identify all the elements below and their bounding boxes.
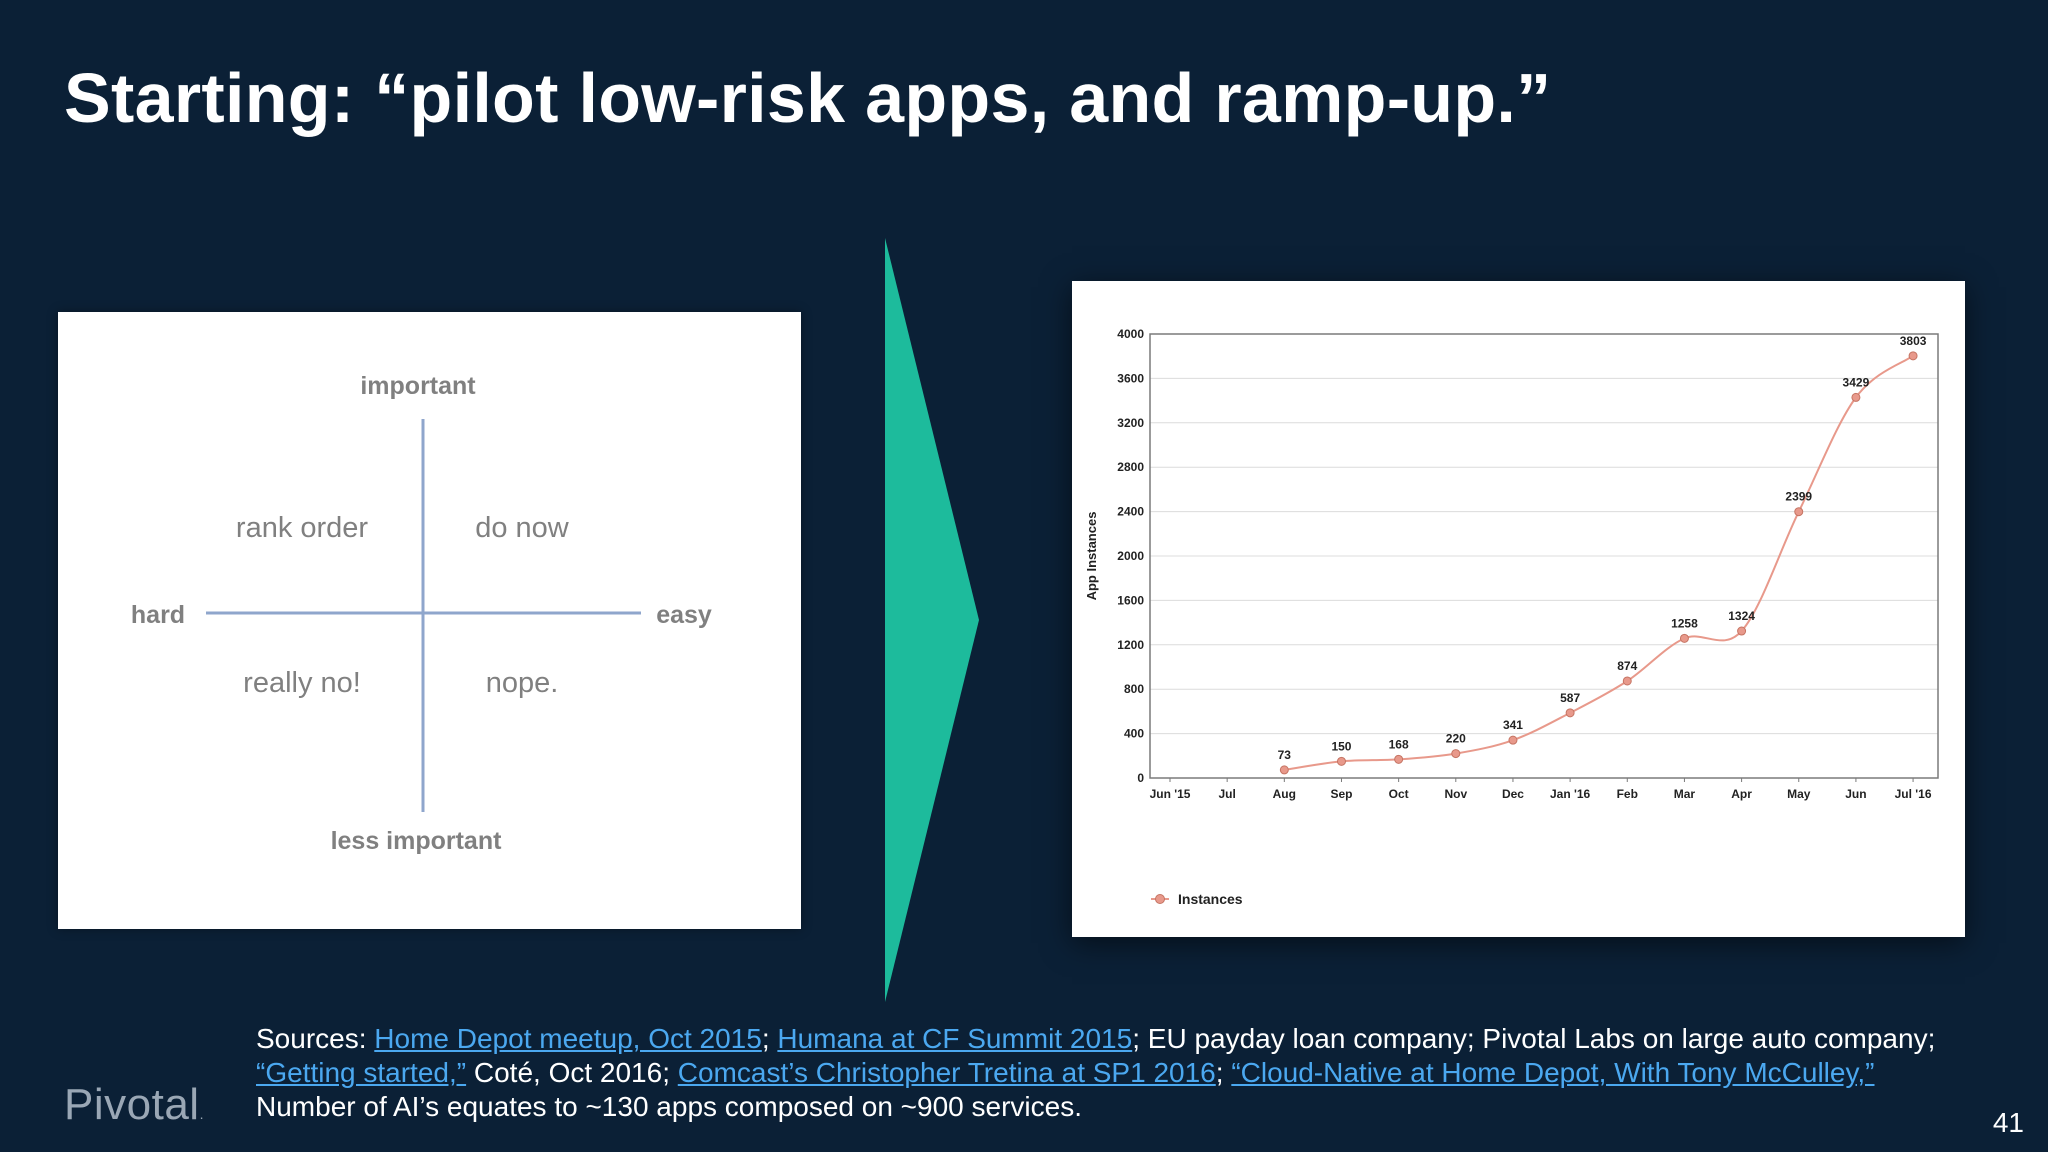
y-tick-label: 3600 bbox=[1117, 371, 1144, 385]
source-link-getting-started[interactable]: “Getting started,” bbox=[256, 1057, 467, 1088]
data-label: 73 bbox=[1278, 748, 1292, 762]
sources-note: Number of AI’s equates to ~130 apps comp… bbox=[256, 1091, 1082, 1122]
y-axis-label: App Instances bbox=[1084, 512, 1099, 601]
pivotal-logo: Pivotal. bbox=[64, 1080, 204, 1129]
source-link-comcast[interactable]: Comcast’s Christopher Tretina at SP1 201… bbox=[677, 1057, 1216, 1088]
matrix-quadrant-bottom-left: really no! bbox=[243, 667, 361, 699]
app-instances-chart: 0 400 800 1200 1600 2000 2400 2800 3200 3600 4000 … bbox=[1072, 281, 1965, 937]
x-tick-label: Apr bbox=[1731, 787, 1752, 801]
arrow-shape bbox=[885, 238, 979, 1002]
source-link-cloud-native-home-depot[interactable]: “Cloud-Native at Home Depot, With Tony M… bbox=[1231, 1057, 1875, 1088]
x-tick-label: Jun bbox=[1845, 787, 1866, 801]
data-point bbox=[1565, 708, 1575, 718]
sources-separator: ; bbox=[761, 1023, 778, 1054]
data-label: 150 bbox=[1331, 739, 1351, 753]
x-tick-label: Oct bbox=[1389, 787, 1409, 801]
x-tick-label: Jul '16 bbox=[1895, 787, 1932, 801]
x-tick-label: Aug bbox=[1273, 787, 1296, 801]
chart-legend: Instances bbox=[1151, 891, 1243, 907]
source-link-home-depot-meetup[interactable]: Home Depot meetup, Oct 2015 bbox=[374, 1023, 762, 1054]
x-tick-label: Jul bbox=[1218, 787, 1235, 801]
data-point bbox=[1336, 756, 1346, 766]
priority-matrix: important less important hard easy rank … bbox=[58, 312, 801, 929]
x-tick-label: Mar bbox=[1674, 787, 1696, 801]
matrix-quadrant-top-left: rank order bbox=[236, 512, 369, 544]
y-tick-label: 4000 bbox=[1117, 327, 1144, 341]
data-label: 1324 bbox=[1728, 609, 1755, 623]
y-tick-label: 2000 bbox=[1117, 549, 1144, 563]
legend-marker bbox=[1155, 894, 1165, 904]
legend-label-instances: Instances bbox=[1178, 891, 1243, 907]
data-label: 168 bbox=[1389, 737, 1409, 751]
data-label: 3429 bbox=[1843, 375, 1870, 389]
data-point bbox=[1279, 765, 1289, 775]
data-point bbox=[1679, 633, 1689, 643]
data-point bbox=[1622, 676, 1632, 686]
y-tick-label: 1200 bbox=[1117, 638, 1144, 652]
data-label: 587 bbox=[1560, 691, 1580, 705]
y-tick-label: 3200 bbox=[1117, 416, 1144, 430]
sources-text: ; EU payday loan company; Pivotal Labs o… bbox=[1132, 1023, 1936, 1054]
x-tick-label: Sep bbox=[1330, 787, 1352, 801]
y-tick-label: 2400 bbox=[1117, 505, 1144, 519]
y-tick-label: 1600 bbox=[1117, 593, 1144, 607]
sources-footnote: Sources: Home Depot meetup, Oct 2015; Hu… bbox=[256, 1022, 1986, 1124]
data-label: 3803 bbox=[1900, 334, 1927, 348]
sources-prefix: Sources: bbox=[256, 1023, 375, 1054]
data-point bbox=[1794, 507, 1804, 517]
logo-text: Pivotal bbox=[64, 1080, 200, 1129]
data-label: 2399 bbox=[1785, 490, 1812, 504]
matrix-label-bottom: less important bbox=[331, 827, 503, 855]
data-label: 341 bbox=[1503, 718, 1523, 732]
x-tick-label: Nov bbox=[1444, 787, 1467, 801]
data-point bbox=[1451, 749, 1461, 759]
sources-separator: ; bbox=[1215, 1057, 1232, 1088]
data-label: 220 bbox=[1446, 732, 1466, 746]
x-tick-label: Feb bbox=[1617, 787, 1638, 801]
page-number: 41 bbox=[1992, 1107, 2024, 1138]
data-point bbox=[1737, 626, 1747, 636]
y-tick-label: 800 bbox=[1124, 682, 1144, 696]
sources-text: Coté, Oct 2016; bbox=[466, 1057, 678, 1088]
slide-title: Starting: “pilot low-risk apps, and ramp… bbox=[64, 59, 1552, 137]
x-tick-label: Jan '16 bbox=[1550, 787, 1591, 801]
data-point bbox=[1508, 735, 1518, 745]
y-tick-label: 400 bbox=[1124, 727, 1144, 741]
x-tick-label: Dec bbox=[1502, 787, 1524, 801]
y-tick-label: 0 bbox=[1137, 771, 1144, 785]
x-tick-label: Jun '15 bbox=[1150, 787, 1191, 801]
matrix-quadrant-top-right: do now bbox=[475, 512, 570, 544]
matrix-label-right: easy bbox=[656, 601, 712, 629]
data-label: 1258 bbox=[1671, 616, 1698, 630]
data-point bbox=[1908, 351, 1918, 361]
y-tick-label: 2800 bbox=[1117, 460, 1144, 474]
x-tick-label: May bbox=[1787, 787, 1811, 801]
matrix-quadrant-bottom-right: nope. bbox=[486, 667, 559, 699]
chart-plot-border bbox=[1149, 333, 1939, 779]
matrix-label-top: important bbox=[360, 372, 476, 400]
data-label: 874 bbox=[1617, 659, 1637, 673]
data-point bbox=[1394, 754, 1404, 764]
series-line-instances bbox=[1284, 355, 1914, 771]
matrix-label-left: hard bbox=[131, 601, 185, 629]
source-link-humana[interactable]: Humana at CF Summit 2015 bbox=[777, 1023, 1133, 1054]
chart-svg: 040080012001600200024002800320036004000 … bbox=[1084, 327, 1939, 907]
data-point bbox=[1851, 392, 1861, 402]
